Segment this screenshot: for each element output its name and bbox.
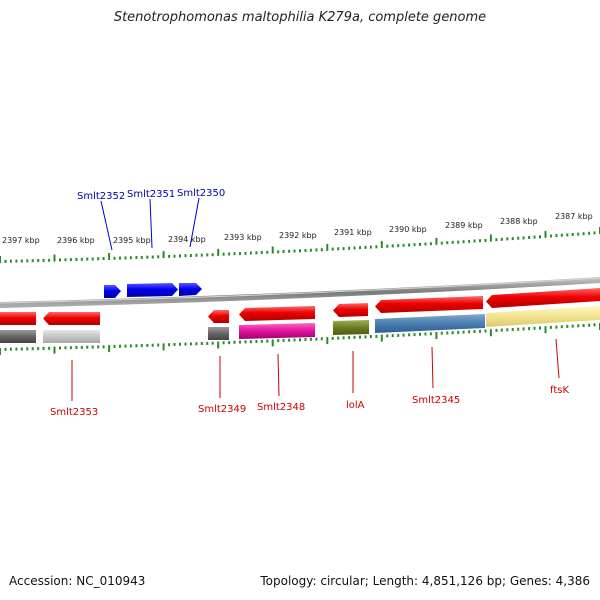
gene-smlt2349[interactable] bbox=[208, 310, 229, 323]
gene-smlt2352[interactable] bbox=[104, 285, 121, 298]
top-gene-labels: Smlt2352 Smlt2351 Smlt2350 bbox=[77, 188, 225, 202]
feature-bar-dark-gray bbox=[208, 327, 229, 340]
tick-label: 2387 kbp bbox=[555, 212, 593, 221]
gene-label-ftsK[interactable]: ftsK bbox=[550, 385, 569, 396]
gene-label-smlt2345[interactable]: Smlt2345 bbox=[412, 395, 460, 406]
position-scale-labels: 2397 kbp 2396 kbp 2395 kbp 2394 kbp 2393… bbox=[2, 212, 593, 245]
reverse-strand-genes bbox=[0, 288, 600, 325]
gene-smlt2353[interactable] bbox=[43, 312, 100, 325]
tick-label: 2397 kbp bbox=[2, 236, 40, 245]
feature-bar-khaki bbox=[486, 306, 600, 327]
tick-label: 2393 kbp bbox=[224, 233, 262, 242]
genome-backbone bbox=[0, 277, 600, 308]
gene-smlt2351[interactable] bbox=[127, 283, 178, 297]
bottom-tick-track bbox=[0, 323, 600, 355]
gene-label-smlt2352[interactable]: Smlt2352 bbox=[77, 191, 125, 202]
feature-bar-steel-blue bbox=[375, 314, 485, 333]
gene-smlt2348[interactable] bbox=[239, 306, 315, 321]
tick-label: 2392 kbp bbox=[279, 231, 317, 240]
gene-lolA[interactable] bbox=[333, 303, 368, 317]
genome-summary-text: Topology: circular; Length: 4,851,126 bp… bbox=[260, 574, 590, 588]
forward-strand-genes bbox=[104, 283, 202, 298]
feature-bar-olive bbox=[333, 320, 369, 335]
gene-ftsK[interactable] bbox=[486, 288, 600, 308]
feature-bar-dark-gray bbox=[0, 330, 36, 343]
gene-label-smlt2353[interactable]: Smlt2353 bbox=[50, 407, 98, 418]
top-tick-track bbox=[0, 227, 600, 263]
bottom-label-leaders bbox=[71, 338, 560, 401]
tick-label: 2390 kbp bbox=[389, 225, 427, 234]
tick-label: 2389 kbp bbox=[445, 221, 483, 230]
map-title: Stenotrophomonas maltophilia K279a, comp… bbox=[113, 10, 487, 25]
accession-text: Accession: NC_010943 bbox=[9, 574, 146, 588]
feature-bar-light-gray bbox=[43, 330, 100, 343]
tick-label: 2395 kbp bbox=[113, 236, 151, 245]
bottom-gene-labels: Smlt2353 Smlt2349 Smlt2348 lolA Smlt2345… bbox=[50, 385, 569, 418]
gene-smlt2350[interactable] bbox=[179, 283, 202, 296]
gene-label-smlt2351[interactable]: Smlt2351 bbox=[127, 189, 175, 200]
feature-bars bbox=[0, 306, 600, 343]
genome-backbone-highlight bbox=[0, 277, 600, 304]
gene-label-lolA[interactable]: lolA bbox=[346, 400, 365, 411]
gene-left-edge[interactable] bbox=[0, 312, 36, 325]
gene-label-smlt2348[interactable]: Smlt2348 bbox=[257, 402, 305, 413]
gene-smlt2345[interactable] bbox=[375, 296, 483, 313]
tick-label: 2394 kbp bbox=[168, 235, 206, 244]
tick-label: 2396 kbp bbox=[57, 236, 95, 245]
gene-label-smlt2349[interactable]: Smlt2349 bbox=[198, 404, 246, 415]
tick-label: 2391 kbp bbox=[334, 228, 372, 237]
tick-label: 2388 kbp bbox=[500, 217, 538, 226]
top-label-leaders bbox=[100, 197, 200, 251]
gene-label-smlt2350[interactable]: Smlt2350 bbox=[177, 188, 225, 199]
feature-bar-magenta bbox=[239, 323, 315, 339]
